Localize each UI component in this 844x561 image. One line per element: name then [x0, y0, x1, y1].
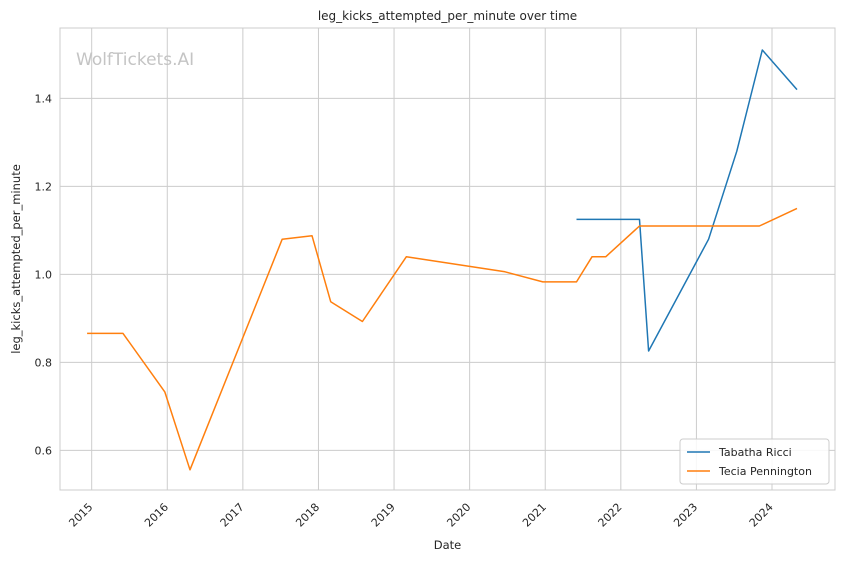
- y-tick-label: 1.4: [35, 92, 53, 105]
- y-axis-label: leg_kicks_attempted_per_minute: [9, 164, 23, 354]
- series-line-1: [576, 49, 798, 352]
- chart-title: leg_kicks_attempted_per_minute over time: [318, 9, 577, 23]
- y-tick-label: 0.8: [35, 356, 53, 369]
- y-axis-ticks: 0.6 0.8 1.0 1.2 1.4: [35, 92, 53, 457]
- x-axis-label: Date: [434, 538, 462, 552]
- legend-label-2: Tecia Pennington: [718, 465, 812, 478]
- watermark-text: WolfTickets.AI: [76, 50, 194, 70]
- legend-box: [679, 438, 830, 485]
- y-tick-label: 1.0: [35, 268, 53, 281]
- series-line-2: [87, 207, 798, 471]
- series-lines: [87, 49, 798, 471]
- legend-label-1: Tabatha Ricci: [718, 446, 792, 459]
- y-tick-label: 0.6: [35, 444, 53, 457]
- y-tick-label: 1.2: [35, 180, 53, 193]
- plot-area-frame: [59, 27, 836, 491]
- legend: Tabatha Ricci Tecia Pennington: [679, 438, 830, 485]
